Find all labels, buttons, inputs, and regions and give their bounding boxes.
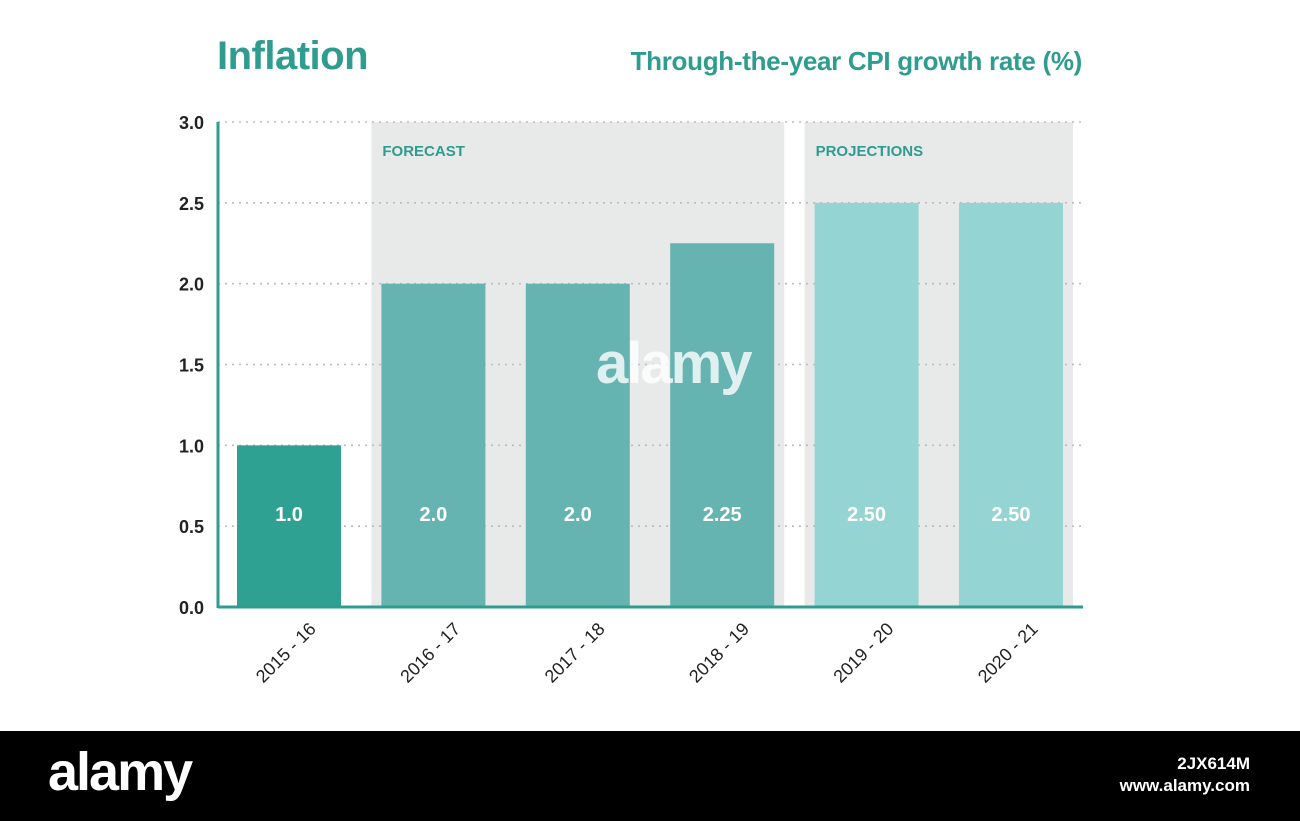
y-tick-label: 1.5 xyxy=(179,356,204,376)
x-tick-label: 2016 - 17 xyxy=(396,619,464,687)
x-tick-label: 2020 - 21 xyxy=(974,619,1042,687)
y-tick-label: 0.0 xyxy=(179,598,204,618)
y-tick-label: 2.5 xyxy=(179,194,204,214)
x-tick-label: 2015 - 16 xyxy=(252,619,320,687)
bar-5 xyxy=(814,202,919,608)
data-label: 2.50 xyxy=(992,504,1031,526)
bar-chart: FORECAST PROJECTIONS 0.0 0.5 1.0 1.5 2.0 2.5 3.0… xyxy=(179,113,1083,687)
bar-4 xyxy=(670,243,775,607)
data-label: 2.0 xyxy=(419,504,447,526)
x-tick-label: 2017 - 18 xyxy=(541,619,609,687)
x-tick-label: 2018 - 19 xyxy=(685,619,753,687)
data-label: 2.0 xyxy=(564,504,592,526)
data-label: 2.25 xyxy=(703,504,742,526)
x-tick-label: 2019 - 20 xyxy=(830,619,898,687)
data-label: 2.50 xyxy=(847,504,886,526)
chart-title: Inflation xyxy=(217,34,369,78)
bar-3 xyxy=(525,283,630,607)
site-url: www.alamy.com xyxy=(1119,776,1250,795)
y-tick-label: 0.5 xyxy=(179,517,204,537)
bar-1 xyxy=(237,445,341,607)
y-tick-label: 1.0 xyxy=(179,436,204,456)
y-tick-label: 3.0 xyxy=(179,113,204,133)
region-label-1: FORECAST xyxy=(382,143,465,160)
bar-6 xyxy=(959,202,1063,608)
y-tick-label: 2.0 xyxy=(179,275,204,295)
footer-bar: alamy 2JX614M www.alamy.com xyxy=(0,731,1300,821)
footer-logo: alamy xyxy=(48,742,193,802)
footer-id-block: 2JX614M www.alamy.com xyxy=(1120,753,1250,797)
chart-subtitle: Through-the-year CPI growth rate (%) xyxy=(630,46,1083,76)
region-label-2: PROJECTIONS xyxy=(816,143,924,160)
bar-2 xyxy=(381,283,486,607)
image-id: 2JX614M xyxy=(1177,754,1250,773)
data-label: 1.0 xyxy=(275,504,303,526)
